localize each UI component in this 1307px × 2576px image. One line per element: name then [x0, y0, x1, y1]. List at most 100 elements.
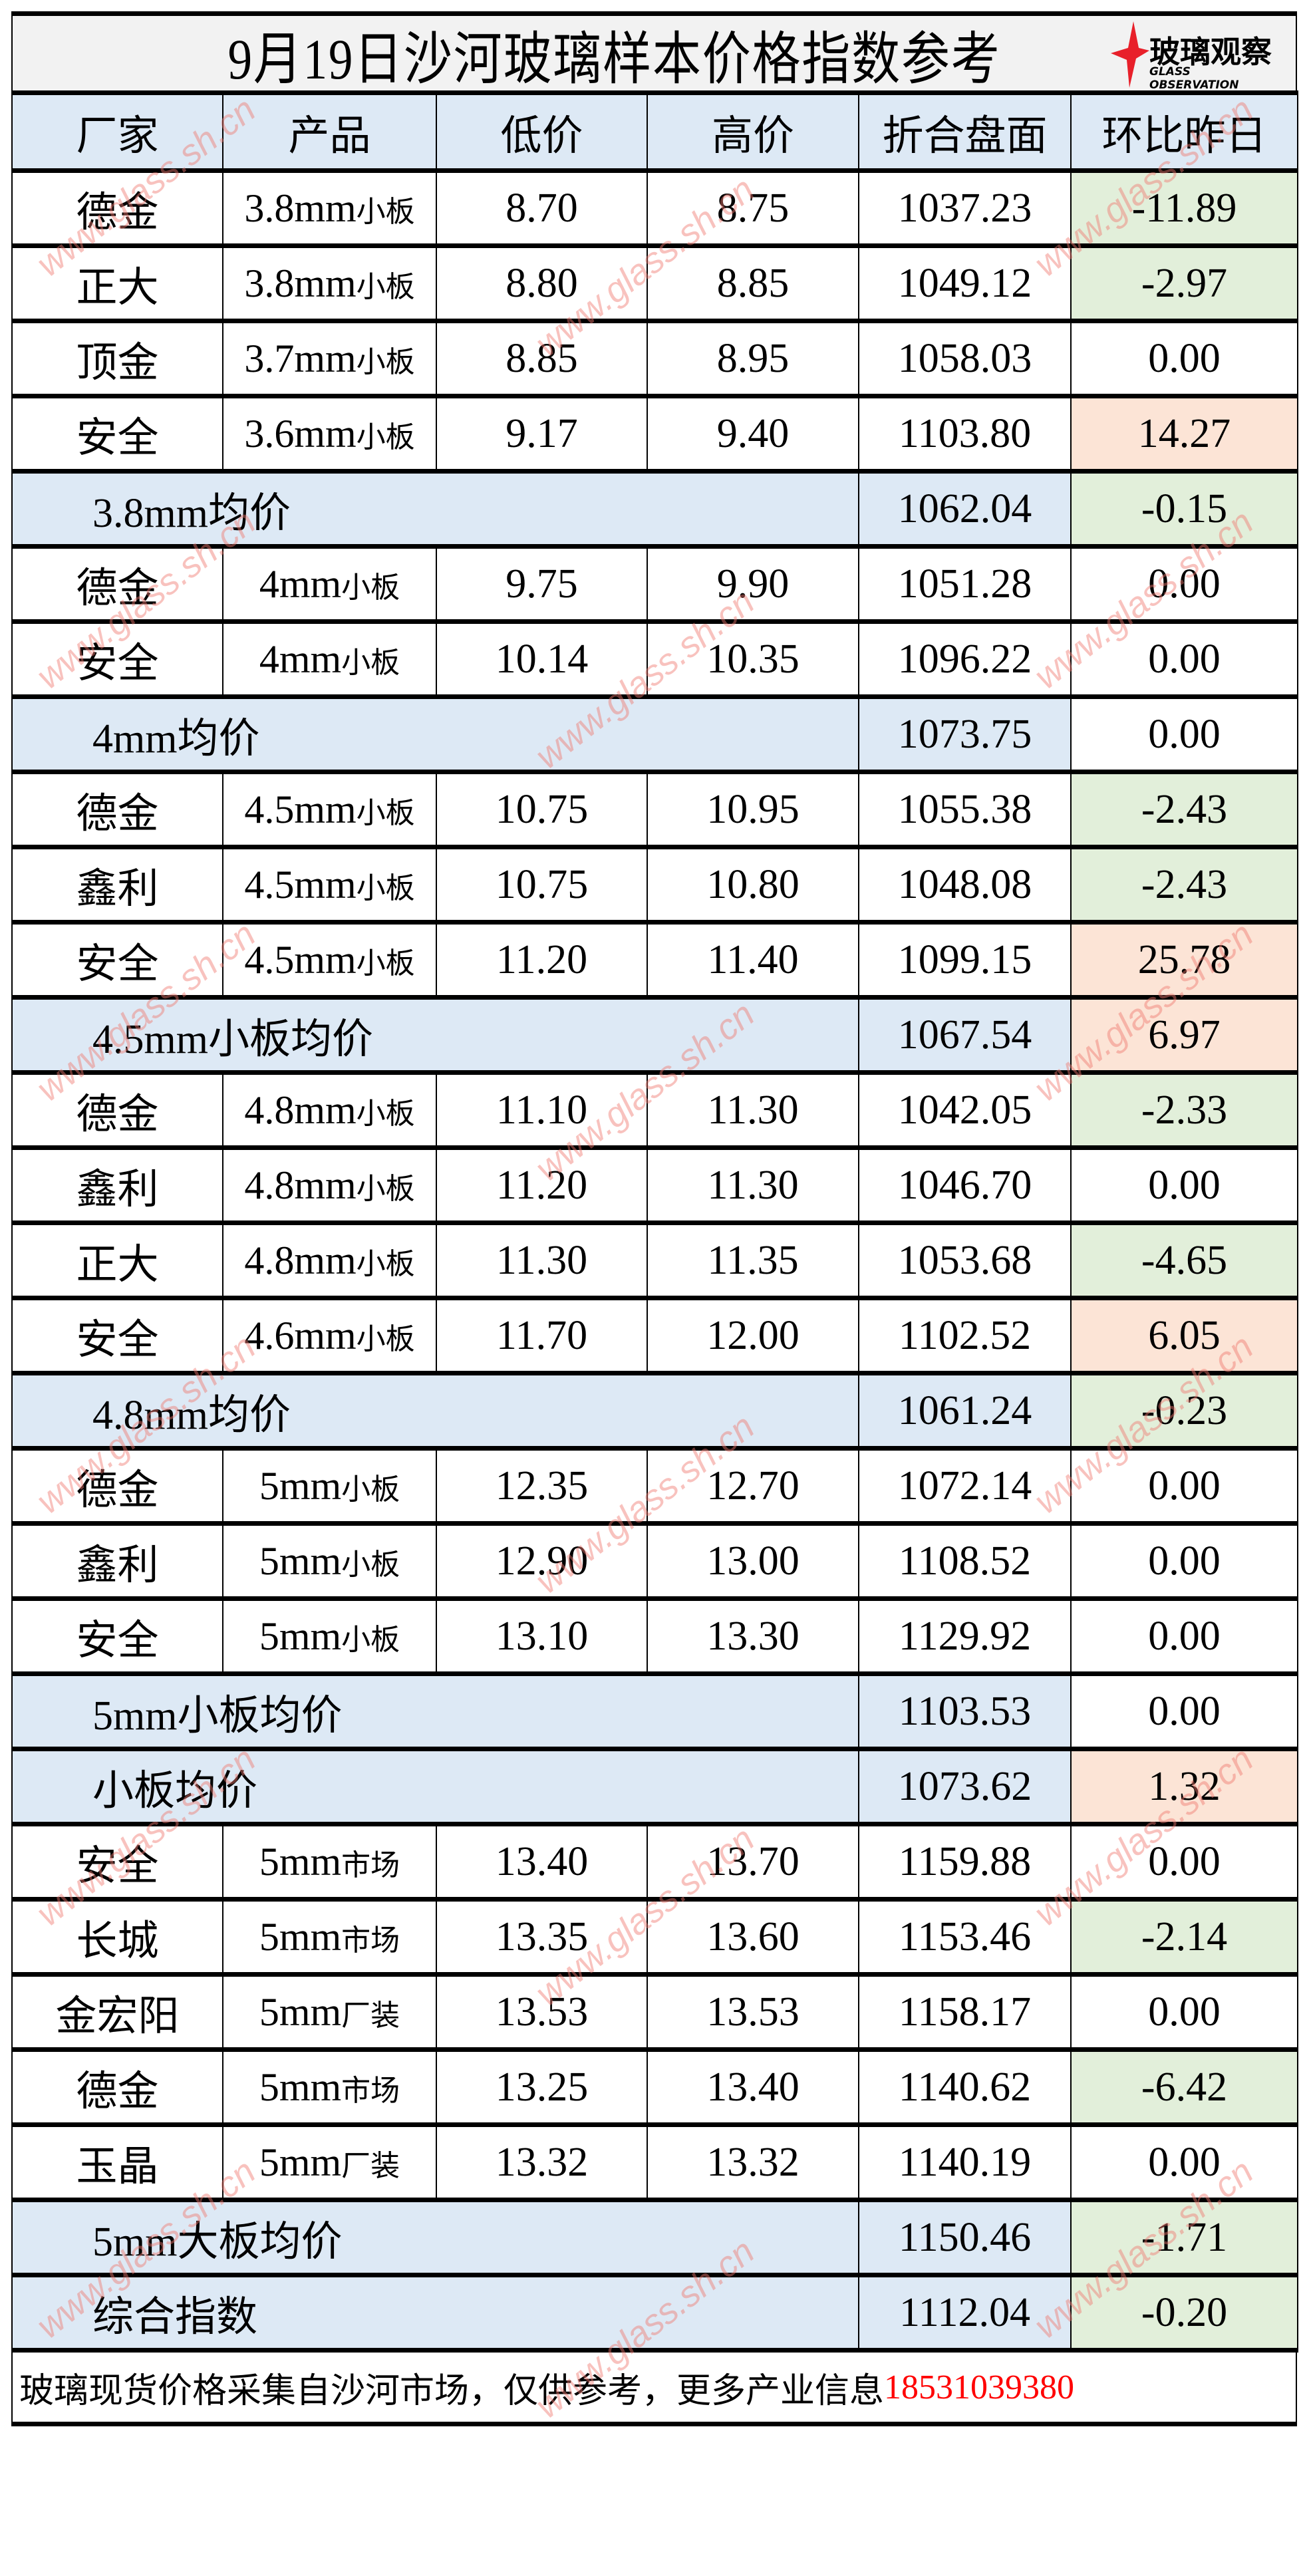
product-cell: 5mm市场 [222, 1822, 437, 1902]
index-cell: 1108.52 [858, 1521, 1072, 1601]
index-cell: 1067.54 [858, 995, 1072, 1075]
product-spec: 4.8mm [244, 1087, 357, 1132]
high-price-cell: 9.90 [647, 544, 859, 624]
low-price-cell: 13.35 [436, 1897, 648, 1977]
change-cell: 0.00 [1070, 1446, 1298, 1526]
product-type: 小板 [341, 1623, 400, 1656]
change-cell: 0.00 [1070, 1521, 1298, 1601]
change-cell: -6.42 [1070, 2047, 1298, 2127]
page-title: 9月19日沙河玻璃样本价格指数参考 [227, 27, 1001, 91]
logo: 玻璃观察 GLASS OBSERVATION [1109, 21, 1282, 92]
high-price-cell: 12.70 [647, 1446, 859, 1526]
title-bar: 9月19日沙河玻璃样本价格指数参考 玻璃观察 GLASS OBSERVATION [11, 11, 1297, 92]
header-product: 产品 [222, 90, 437, 173]
average-label: 4mm均价 [11, 694, 859, 774]
index-cell: 1049.12 [858, 243, 1072, 323]
price-index-sheet: 9月19日沙河玻璃样本价格指数参考 玻璃观察 GLASS OBSERVATION… [11, 11, 1298, 2426]
maker-cell: 正大 [11, 1220, 223, 1300]
product-type: 小板 [356, 871, 415, 905]
footer-note: 玻璃现货价格采集自沙河市场，仅供参考，更多产业信息 18531039380 [11, 2353, 1297, 2426]
change-cell: 0.00 [1070, 319, 1298, 398]
high-price-cell: 10.95 [647, 770, 859, 849]
maker-cell: 正大 [11, 243, 223, 323]
index-cell: 1103.80 [858, 394, 1072, 474]
change-cell: -2.33 [1070, 1070, 1298, 1150]
maker-cell: 德金 [11, 2047, 223, 2127]
product-cell: 3.8mm小板 [222, 243, 437, 323]
change-cell: 0.00 [1070, 1972, 1298, 2052]
table-row: 长城 5mm市场 13.35 13.60 1153.46 -2.14 [11, 1897, 1298, 1977]
change-cell: 0.00 [1070, 1671, 1298, 1751]
product-spec: 4.5mm [244, 787, 357, 831]
price-table: 厂家 产品 低价 高价 折合盘面 环比昨日 德金 3.8mm小板 8.70 8.75 1037.23… [11, 90, 1298, 2353]
average-row: 5mm大板均价 1150.46 -1.71 [11, 2198, 1298, 2277]
high-price-cell: 11.30 [647, 1070, 859, 1150]
maker-cell: 金宏阳 [11, 1972, 223, 2052]
product-type: 小板 [356, 1097, 415, 1130]
product-type: 市场 [341, 2074, 400, 2107]
product-spec: 5mm [259, 1914, 342, 1959]
change-cell: 0.00 [1070, 619, 1298, 699]
table-row: 德金 4.5mm小板 10.75 10.95 1055.38 -2.43 [11, 770, 1298, 849]
product-spec: 5mm [259, 2065, 342, 2109]
table-row: 正大 4.8mm小板 11.30 11.35 1053.68 -4.65 [11, 1220, 1298, 1300]
change-cell: 0.00 [1070, 1596, 1298, 1676]
table-row: 鑫利 5mm小板 12.90 13.00 1108.52 0.00 [11, 1521, 1298, 1601]
average-row: 4.8mm均价 1061.24 -0.23 [11, 1371, 1298, 1451]
table-row: 正大 3.8mm小板 8.80 8.85 1049.12 -2.97 [11, 243, 1298, 323]
average-row: 3.8mm均价 1062.04 -0.15 [11, 469, 1298, 549]
low-price-cell: 10.75 [436, 845, 648, 925]
header-low-price: 低价 [436, 90, 648, 173]
high-price-cell: 13.40 [647, 2047, 859, 2127]
product-type: 小板 [356, 195, 415, 228]
logo-text-cn: 玻璃观察 [1149, 34, 1272, 70]
average-label: 3.8mm均价 [11, 469, 859, 549]
average-row: 综合指数 1112.04 -0.20 [11, 2273, 1298, 2353]
average-label: 小板均价 [11, 1747, 859, 1826]
low-price-cell: 11.70 [436, 1296, 648, 1375]
product-spec: 3.8mm [244, 186, 357, 230]
product-type: 小板 [356, 1322, 415, 1356]
change-cell: 0.00 [1070, 1145, 1298, 1225]
low-price-cell: 11.20 [436, 920, 648, 1000]
product-spec: 4mm [259, 637, 342, 681]
low-price-cell: 8.85 [436, 319, 648, 398]
product-spec: 3.7mm [244, 336, 357, 380]
table-row: 安全 3.6mm小板 9.17 9.40 1103.80 14.27 [11, 394, 1298, 474]
footer-text: 玻璃现货价格采集自沙河市场，仅供参考，更多产业信息 [19, 2372, 885, 2410]
index-cell: 1150.46 [858, 2198, 1072, 2277]
index-cell: 1159.88 [858, 1822, 1072, 1902]
product-type: 小板 [341, 571, 400, 604]
index-cell: 1073.62 [858, 1747, 1072, 1826]
index-cell: 1072.14 [858, 1446, 1072, 1526]
product-type: 小板 [356, 796, 415, 829]
average-label: 4.8mm均价 [11, 1371, 859, 1451]
index-cell: 1096.22 [858, 619, 1072, 699]
header-day-change: 环比昨日 [1070, 90, 1298, 173]
product-type: 小板 [356, 1247, 415, 1280]
average-row: 4mm均价 1073.75 0.00 [11, 694, 1298, 774]
product-spec: 4.5mm [244, 862, 357, 907]
index-cell: 1073.75 [858, 694, 1072, 774]
change-cell: -0.15 [1070, 469, 1298, 549]
index-cell: 1129.92 [858, 1596, 1072, 1676]
product-cell: 5mm市场 [222, 2047, 437, 2127]
product-type: 小板 [341, 1473, 400, 1506]
product-cell: 4.5mm小板 [222, 920, 437, 1000]
index-cell: 1102.52 [858, 1296, 1072, 1375]
high-price-cell: 13.70 [647, 1822, 859, 1902]
change-cell: -2.43 [1070, 770, 1298, 849]
maker-cell: 安全 [11, 1596, 223, 1676]
product-spec: 5mm [259, 2140, 342, 2184]
index-cell: 1158.17 [858, 1972, 1072, 2052]
footer-phone: 18531039380 [884, 2368, 1075, 2406]
product-type: 市场 [341, 1848, 400, 1882]
change-cell: 0.00 [1070, 694, 1298, 774]
product-cell: 3.6mm小板 [222, 394, 437, 474]
change-cell: -2.14 [1070, 1897, 1298, 1977]
maker-cell: 安全 [11, 1296, 223, 1375]
change-cell: -4.65 [1070, 1220, 1298, 1300]
low-price-cell: 12.90 [436, 1521, 648, 1601]
low-price-cell: 9.75 [436, 544, 648, 624]
header-converted-index: 折合盘面 [858, 90, 1072, 173]
